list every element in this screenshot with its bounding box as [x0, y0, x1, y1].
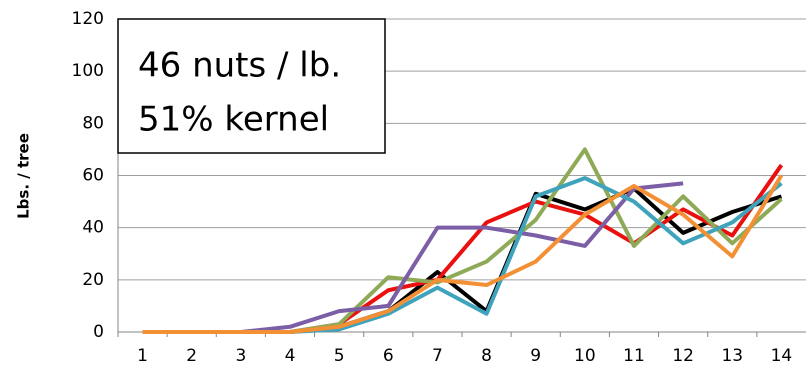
- y-tick-label: 20: [82, 270, 104, 290]
- y-tick-label: 0: [93, 322, 104, 342]
- y-tick-label: 80: [82, 113, 104, 133]
- y-axis-label: Lbs. / tree: [15, 133, 33, 219]
- annotation-box: [117, 18, 386, 154]
- x-tick-label: 3: [235, 346, 246, 366]
- y-tick-label: 100: [72, 61, 104, 81]
- y-tick-label: 60: [82, 166, 104, 186]
- series-line: [142, 174, 784, 334]
- y-tick-label: 120: [72, 9, 104, 29]
- x-tick-label: 7: [432, 346, 443, 366]
- x-tick-label: 5: [334, 346, 345, 366]
- annotation: 51% kernel: [138, 100, 329, 140]
- x-tick-label: 2: [186, 346, 197, 366]
- x-tick-label: 9: [530, 346, 541, 366]
- x-tick-label: 11: [623, 346, 645, 366]
- x-tick-label: 10: [574, 346, 596, 366]
- x-tick-label: 6: [383, 346, 394, 366]
- x-tick-label: 14: [771, 346, 793, 366]
- x-tick-label: 4: [285, 346, 296, 366]
- series-line: [142, 163, 784, 334]
- annotation: 46 nuts / lb.: [138, 46, 341, 86]
- x-tick-label: 1: [137, 346, 148, 366]
- x-tick-label: 13: [721, 346, 743, 366]
- x-tick-label: 12: [672, 346, 694, 366]
- x-tick-label: 8: [481, 346, 492, 366]
- y-tick-label: 40: [82, 218, 104, 238]
